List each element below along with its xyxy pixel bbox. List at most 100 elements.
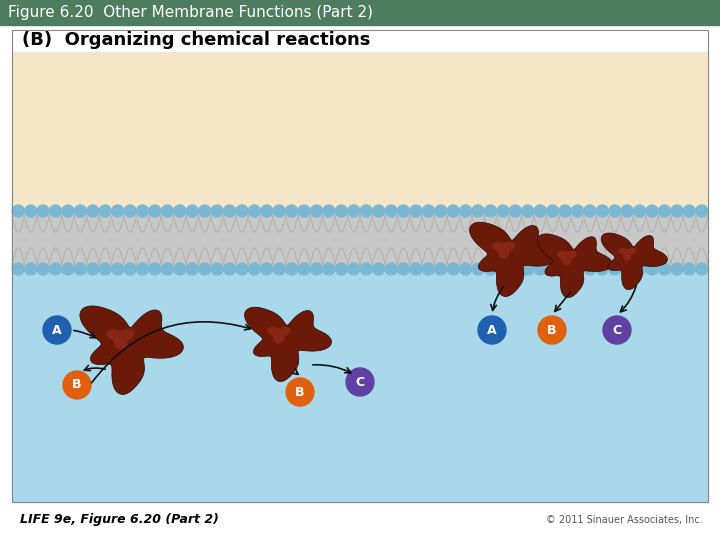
Circle shape (261, 205, 273, 217)
Circle shape (137, 263, 148, 275)
Circle shape (286, 205, 297, 217)
Circle shape (186, 205, 198, 217)
Circle shape (522, 205, 534, 217)
Polygon shape (618, 248, 636, 261)
Circle shape (186, 263, 198, 275)
Circle shape (546, 205, 559, 217)
Circle shape (174, 263, 186, 275)
Circle shape (261, 263, 273, 275)
Circle shape (336, 263, 347, 275)
Circle shape (87, 205, 99, 217)
Circle shape (447, 263, 459, 275)
Circle shape (459, 263, 472, 275)
Circle shape (534, 263, 546, 275)
Text: B: B (547, 323, 557, 336)
Circle shape (323, 205, 335, 217)
Circle shape (360, 263, 372, 275)
Polygon shape (107, 329, 135, 349)
Circle shape (671, 263, 683, 275)
Circle shape (63, 371, 91, 399)
Circle shape (659, 263, 670, 275)
Circle shape (385, 205, 397, 217)
Circle shape (373, 263, 384, 275)
Polygon shape (80, 306, 184, 394)
Circle shape (323, 263, 335, 275)
Text: B: B (72, 379, 82, 392)
Circle shape (646, 205, 658, 217)
Circle shape (410, 263, 422, 275)
Circle shape (459, 205, 472, 217)
Circle shape (62, 205, 74, 217)
Text: LIFE 9e, Figure 6.20 (Part 2): LIFE 9e, Figure 6.20 (Part 2) (20, 514, 219, 526)
Polygon shape (267, 327, 290, 344)
Circle shape (485, 263, 497, 275)
Circle shape (584, 263, 596, 275)
Text: C: C (356, 375, 364, 388)
Text: (B)  Organizing chemical reactions: (B) Organizing chemical reactions (22, 31, 370, 49)
Circle shape (273, 205, 285, 217)
Circle shape (683, 205, 696, 217)
Circle shape (472, 263, 484, 275)
Circle shape (478, 316, 506, 344)
Circle shape (559, 263, 571, 275)
Circle shape (124, 263, 136, 275)
Circle shape (609, 263, 621, 275)
Circle shape (50, 205, 61, 217)
Circle shape (509, 263, 521, 275)
Circle shape (397, 263, 410, 275)
Circle shape (603, 316, 631, 344)
Circle shape (659, 205, 670, 217)
Circle shape (161, 263, 174, 275)
Circle shape (646, 263, 658, 275)
Circle shape (522, 263, 534, 275)
Circle shape (447, 205, 459, 217)
Circle shape (435, 205, 447, 217)
Circle shape (211, 205, 223, 217)
Polygon shape (492, 242, 516, 259)
Circle shape (273, 263, 285, 275)
Polygon shape (245, 307, 331, 382)
Text: B: B (295, 386, 305, 399)
Bar (12, 52, 708, 210)
Circle shape (74, 205, 86, 217)
Circle shape (286, 263, 297, 275)
Circle shape (137, 205, 148, 217)
Circle shape (62, 263, 74, 275)
Text: A: A (52, 323, 62, 336)
Circle shape (373, 205, 384, 217)
Bar (12, 270, 708, 502)
Circle shape (112, 263, 124, 275)
Circle shape (99, 205, 111, 217)
Circle shape (43, 316, 71, 344)
Circle shape (50, 263, 61, 275)
Circle shape (310, 205, 323, 217)
Circle shape (621, 263, 633, 275)
Circle shape (559, 205, 571, 217)
Circle shape (497, 263, 509, 275)
Circle shape (572, 263, 583, 275)
Circle shape (683, 263, 696, 275)
Bar (12, 30, 708, 502)
Circle shape (423, 205, 434, 217)
Circle shape (596, 263, 608, 275)
Circle shape (223, 263, 235, 275)
Circle shape (336, 205, 347, 217)
Circle shape (385, 263, 397, 275)
Circle shape (534, 205, 546, 217)
Circle shape (435, 263, 447, 275)
Circle shape (696, 205, 708, 217)
Circle shape (199, 263, 211, 275)
Polygon shape (469, 222, 557, 296)
Circle shape (149, 205, 161, 217)
Circle shape (572, 205, 583, 217)
Circle shape (298, 263, 310, 275)
Text: Figure 6.20  Other Membrane Functions (Part 2): Figure 6.20 Other Membrane Functions (Pa… (8, 5, 373, 20)
Circle shape (37, 205, 49, 217)
Bar (12, 30, 708, 502)
Circle shape (348, 205, 360, 217)
Polygon shape (557, 251, 577, 265)
Circle shape (124, 205, 136, 217)
Circle shape (410, 205, 422, 217)
Bar (12, 210, 708, 270)
Circle shape (99, 263, 111, 275)
